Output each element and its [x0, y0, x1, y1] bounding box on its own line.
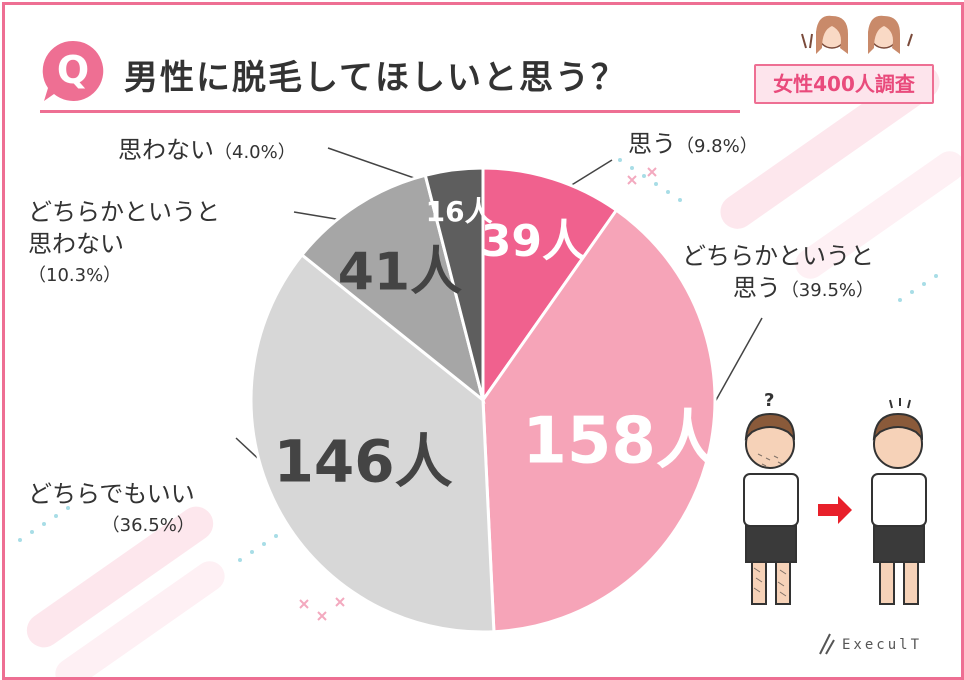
pie-slice-dochiraka-omowanai — [299, 173, 486, 404]
pie-slice-dochiraka-omou — [481, 208, 717, 634]
count-label-omou: 39人 — [481, 216, 586, 267]
survey-badge: 女性400人調査 — [754, 64, 934, 104]
label-omou: 思う（9.8%） — [628, 130, 758, 158]
pie-slice-omou — [481, 166, 619, 405]
brand-logo: ExeculT — [819, 633, 923, 655]
arrow-icon — [818, 496, 852, 524]
label-dochiraka-omou: どちらかというと 思う（39.5%） — [682, 242, 874, 302]
label-omowanai: 思わない（4.0%） — [118, 136, 296, 164]
header-rule — [40, 110, 740, 113]
question-mark-icon: ? — [764, 392, 774, 411]
logo-text: ExeculT — [842, 637, 923, 653]
count-label-dochiraka-omou: 158人 — [522, 405, 720, 479]
label-dochiraka-omowanai: どちらかというと 思わない （10.3%） — [28, 198, 220, 286]
women-illustration-icon — [801, 15, 913, 54]
q-badge-letter: Q — [56, 48, 90, 92]
count-label-omowanai: 16人 — [426, 195, 493, 228]
label-dochirademo-ii: どちらでもいい （36.5%） — [28, 480, 195, 536]
question-title: 男性に脱毛してほしいと思う？ — [124, 58, 627, 98]
count-label-dochiraka-omowanai: 41人 — [338, 243, 462, 303]
logo-mark-icon — [819, 633, 835, 655]
survey-badge-text: 女性400人調査 — [773, 72, 915, 96]
q-badge-icon — [42, 40, 104, 101]
pie-slice-omowanai — [423, 166, 485, 401]
men-illustration-icon: ? — [743, 392, 927, 605]
count-label-dochirademo-ii: 146人 — [274, 427, 453, 495]
pie-slice-dochirademo-ii — [249, 252, 496, 634]
